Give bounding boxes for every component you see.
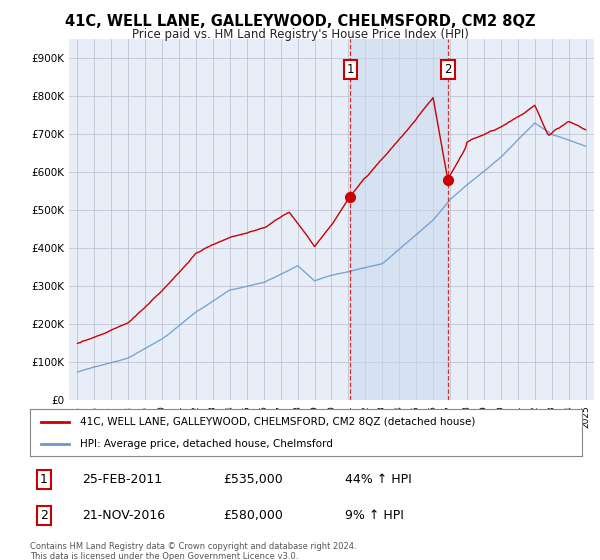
Text: HPI: Average price, detached house, Chelmsford: HPI: Average price, detached house, Chel… bbox=[80, 438, 332, 449]
Bar bbox=[350, 39, 448, 400]
Text: 21-NOV-2016: 21-NOV-2016 bbox=[82, 509, 166, 522]
Text: 9% ↑ HPI: 9% ↑ HPI bbox=[344, 509, 404, 522]
Text: Price paid vs. HM Land Registry's House Price Index (HPI): Price paid vs. HM Land Registry's House … bbox=[131, 28, 469, 41]
Text: 44% ↑ HPI: 44% ↑ HPI bbox=[344, 473, 412, 486]
Text: 41C, WELL LANE, GALLEYWOOD, CHELMSFORD, CM2 8QZ (detached house): 41C, WELL LANE, GALLEYWOOD, CHELMSFORD, … bbox=[80, 417, 475, 427]
Text: 1: 1 bbox=[40, 473, 48, 486]
Text: Contains HM Land Registry data © Crown copyright and database right 2024.
This d: Contains HM Land Registry data © Crown c… bbox=[30, 542, 356, 560]
Text: 41C, WELL LANE, GALLEYWOOD, CHELMSFORD, CM2 8QZ: 41C, WELL LANE, GALLEYWOOD, CHELMSFORD, … bbox=[65, 14, 535, 29]
Text: £580,000: £580,000 bbox=[223, 509, 283, 522]
Text: 2: 2 bbox=[40, 509, 48, 522]
Text: 2: 2 bbox=[444, 63, 452, 76]
Text: £535,000: £535,000 bbox=[223, 473, 283, 486]
Text: 1: 1 bbox=[347, 63, 354, 76]
Text: 25-FEB-2011: 25-FEB-2011 bbox=[82, 473, 163, 486]
